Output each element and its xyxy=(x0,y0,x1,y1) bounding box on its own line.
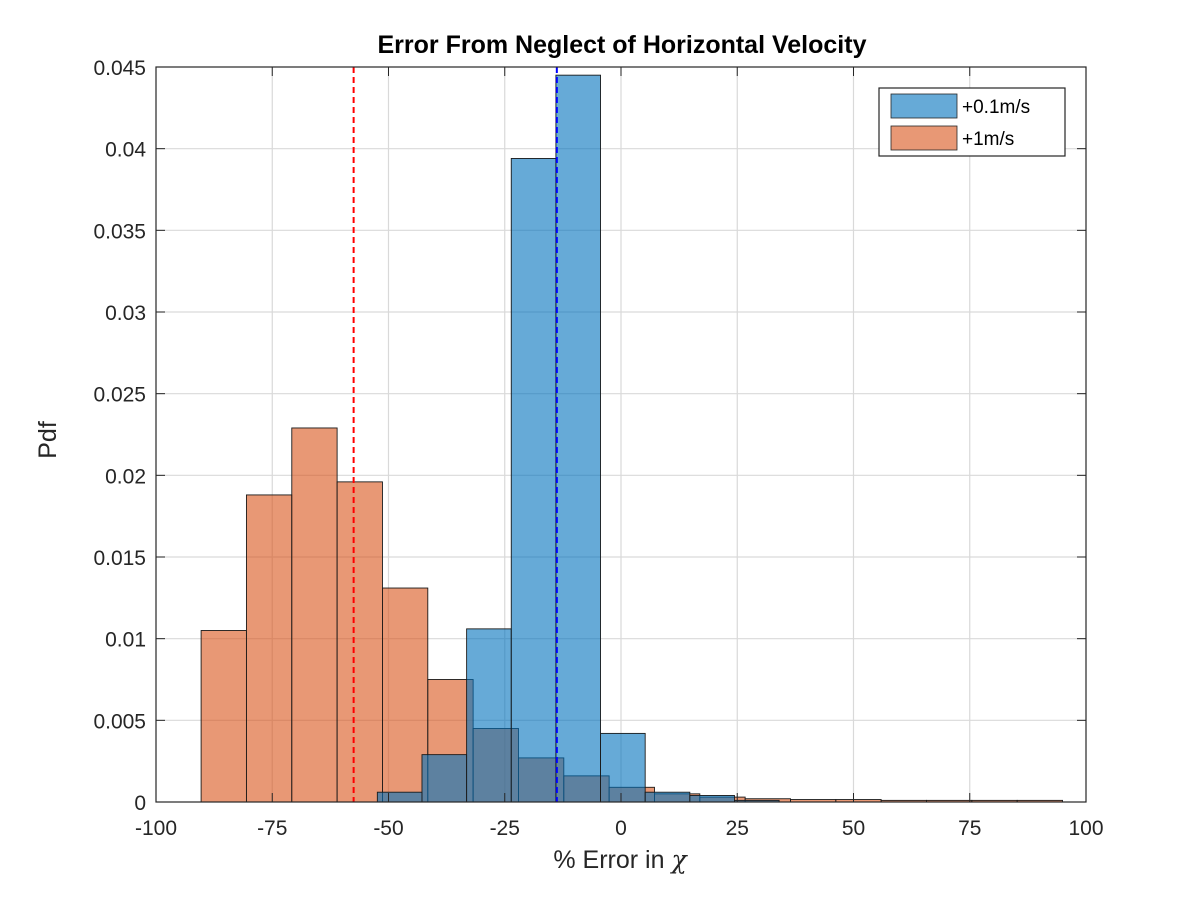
y-tick-label: 0.01 xyxy=(105,629,146,652)
x-tick-labels: -100 -75 -50 -25 0 25 50 75 100 xyxy=(135,817,1104,840)
histogram-bar xyxy=(644,791,691,803)
x-tick-label: 75 xyxy=(958,817,981,840)
histogram-bar xyxy=(600,732,646,803)
y-tick-label: 0.035 xyxy=(93,220,146,243)
y-tick-label: 0.005 xyxy=(93,710,146,733)
histogram-bar xyxy=(336,481,383,803)
x-tick-label: 25 xyxy=(726,817,749,840)
x-tick-label: 100 xyxy=(1068,817,1103,840)
histogram-bar xyxy=(466,628,512,803)
y-tick-label: 0.025 xyxy=(93,384,146,407)
y-tick-label: 0.02 xyxy=(105,465,146,488)
histogram-bar xyxy=(376,791,423,803)
y-tick-label: 0.04 xyxy=(105,139,146,162)
histogram-bar xyxy=(200,630,247,803)
y-axis-label: Pdf xyxy=(34,421,62,459)
series-+1m/s xyxy=(200,427,1063,803)
x-tick-label: -25 xyxy=(490,817,520,840)
legend: +0.1m/s +1m/s xyxy=(878,87,1066,157)
x-tick-label: -75 xyxy=(257,817,287,840)
histogram-bar xyxy=(291,427,338,803)
histogram-bar xyxy=(555,74,601,803)
x-tick-label: 50 xyxy=(842,817,865,840)
ticks xyxy=(155,66,1087,803)
histogram-bar xyxy=(689,795,735,803)
x-tick-label: -50 xyxy=(373,817,403,840)
y-tick-labels: 0 0.005 0.01 0.015 0.02 0.025 0.03 0.035 0.04 0.0… xyxy=(93,57,146,815)
y-tick-label: 0 xyxy=(134,792,146,815)
y-tick-label: 0.045 xyxy=(93,57,146,80)
legend-label-0.1: +0.1m/s xyxy=(962,97,1030,118)
x-tick-label: 0 xyxy=(615,817,627,840)
y-tick-label: 0.015 xyxy=(93,547,146,570)
legend-swatch-1 xyxy=(890,125,958,151)
reference-lines xyxy=(352,67,558,802)
histogram-bar xyxy=(421,754,468,803)
histogram-bar xyxy=(382,587,429,803)
chart-title: Error From Neglect of Horizontal Velocit… xyxy=(378,31,867,59)
series-+0.1m/s xyxy=(376,74,780,803)
bars xyxy=(200,74,1063,803)
x-axis-label: % Error in χ xyxy=(553,845,688,874)
y-tick-label: 0.03 xyxy=(105,302,146,325)
histogram-bar xyxy=(245,494,293,803)
legend-swatch-0.1 xyxy=(890,93,958,119)
x-tick-label: -100 xyxy=(135,817,177,840)
histogram-bar xyxy=(510,158,557,803)
legend-label-1: +1m/s xyxy=(962,129,1014,150)
